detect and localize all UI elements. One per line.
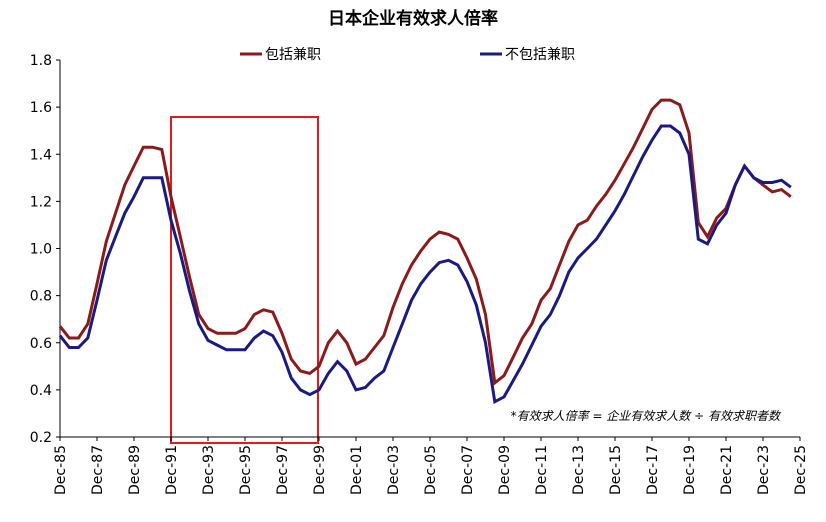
x-tick-label: Dec-11 xyxy=(534,445,550,495)
series-line xyxy=(58,124,792,404)
x-tick-label: Dec-07 xyxy=(460,445,476,495)
y-tick-label: 1.6 xyxy=(30,100,52,116)
x-tick-label: Dec-23 xyxy=(756,445,772,495)
x-tick-label: Dec-13 xyxy=(571,445,587,495)
x-tick-label: Dec-19 xyxy=(682,445,698,495)
y-tick-label: 0.4 xyxy=(30,383,52,399)
series-line xyxy=(58,98,792,386)
x-tick-label: Dec-15 xyxy=(608,445,624,495)
x-tick-label: Dec-97 xyxy=(275,445,291,495)
y-tick-label: 0.6 xyxy=(30,336,52,352)
y-tick-label: 1.2 xyxy=(30,194,52,210)
highlight-box xyxy=(170,116,319,444)
chart-title: 日本企业有效求人倍率 xyxy=(328,8,498,29)
y-tick-label: 0.2 xyxy=(30,430,52,446)
y-tick-label: 1.8 xyxy=(30,53,52,69)
legend-label: 包括兼职 xyxy=(265,47,321,63)
x-tick-label: Dec-21 xyxy=(719,445,735,495)
x-tick-label: Dec-91 xyxy=(164,445,180,495)
x-tick-label: Dec-09 xyxy=(497,445,513,495)
y-tick-label: 1.4 xyxy=(30,147,52,163)
x-tick-label: Dec-85 xyxy=(53,445,69,495)
x-tick-label: Dec-03 xyxy=(386,445,402,495)
legend-label: 不包括兼职 xyxy=(505,47,575,63)
x-tick-label: Dec-01 xyxy=(349,445,365,495)
x-tick-label: Dec-17 xyxy=(645,445,661,495)
y-tick-label: 1.0 xyxy=(30,242,52,258)
x-tick-label: Dec-25 xyxy=(793,445,809,495)
x-tick-label: Dec-95 xyxy=(238,445,254,495)
x-tick-label: Dec-89 xyxy=(127,445,143,495)
x-tick-label: Dec-93 xyxy=(201,445,217,495)
note: *有效求人倍率 = 企业有效求人数 ÷ 有效求职者数 xyxy=(511,409,782,423)
x-tick-label: Dec-05 xyxy=(423,445,439,495)
y-tick-label: 0.8 xyxy=(30,289,52,305)
x-tick-label: Dec-87 xyxy=(90,445,106,495)
x-tick-label: Dec-99 xyxy=(312,445,328,495)
